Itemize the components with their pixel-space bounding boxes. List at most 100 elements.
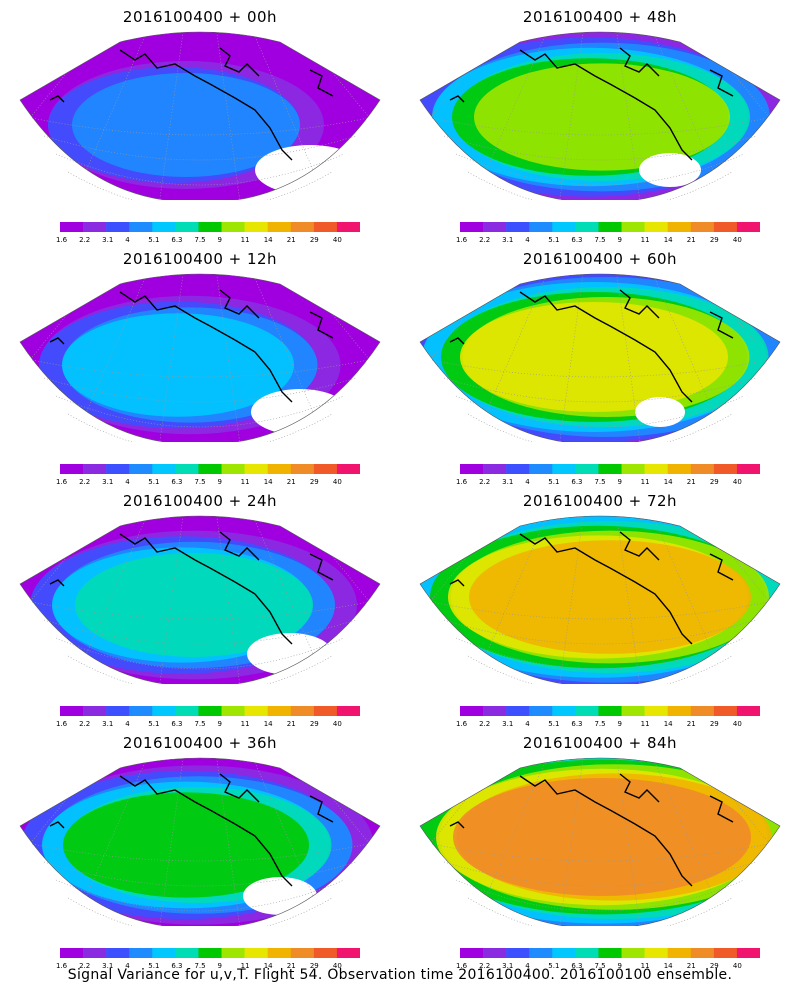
colorbar-label: 3.1 bbox=[102, 236, 114, 244]
colorbar-label: 4 bbox=[525, 236, 530, 244]
variance-field bbox=[20, 32, 380, 200]
colorbar-label: 2.2 bbox=[79, 236, 91, 244]
colorbar-swatch bbox=[290, 948, 315, 958]
colorbar-swatch bbox=[644, 948, 668, 958]
colorbar-swatch bbox=[736, 222, 760, 232]
colorbar-swatch bbox=[460, 706, 484, 716]
colorbar-label: 3.1 bbox=[102, 478, 114, 486]
colorbar-swatch bbox=[60, 222, 84, 232]
colorbar-label: 4 bbox=[125, 720, 130, 728]
colorbar-label: 4 bbox=[125, 478, 130, 486]
panel-title: 2016100400 + 36h bbox=[122, 734, 278, 752]
colorbar-label: 9 bbox=[217, 236, 222, 244]
colorbar-label: 14 bbox=[663, 962, 673, 970]
colorbar-label: 2.2 bbox=[479, 720, 491, 728]
colorbar-swatch bbox=[313, 706, 338, 716]
colorbar-label: 6.3 bbox=[171, 236, 183, 244]
colorbar-label: 21 bbox=[286, 236, 296, 244]
colorbar-label: 7.5 bbox=[594, 236, 606, 244]
colorbar-swatch bbox=[713, 222, 738, 232]
colorbar-label: 40 bbox=[332, 236, 342, 244]
colorbar-swatch bbox=[60, 948, 84, 958]
colorbar-swatch bbox=[690, 706, 715, 716]
colorbar-label: 7.5 bbox=[594, 962, 606, 970]
colorbar-swatch bbox=[713, 706, 738, 716]
colorbar-swatch bbox=[221, 706, 245, 716]
colorbar-label: 6.3 bbox=[571, 962, 583, 970]
colorbar-swatch bbox=[244, 464, 268, 474]
colorbar-label: 1.6 bbox=[456, 720, 468, 728]
colorbar-label: 29 bbox=[309, 478, 319, 486]
colorbar-swatch bbox=[198, 464, 222, 474]
colorbar-label: 40 bbox=[732, 962, 742, 970]
colorbar-swatch bbox=[175, 706, 199, 716]
colorbar-label: 3.1 bbox=[102, 962, 114, 970]
colorbar-label: 40 bbox=[732, 720, 742, 728]
coastline bbox=[449, 531, 734, 645]
colorbar-label: 6.3 bbox=[571, 720, 583, 728]
colorbar bbox=[460, 222, 760, 232]
colorbar bbox=[60, 706, 360, 716]
colorbar-swatch bbox=[552, 222, 576, 232]
colorbar-label: 21 bbox=[686, 478, 696, 486]
colorbar-label: 7.5 bbox=[194, 236, 206, 244]
colorbar-label: 40 bbox=[332, 962, 342, 970]
colorbar-label: 29 bbox=[709, 478, 719, 486]
colorbar-label: 4 bbox=[525, 720, 530, 728]
colorbar-swatch bbox=[667, 222, 692, 232]
variance-field bbox=[20, 274, 380, 442]
colorbar-swatch bbox=[106, 948, 130, 958]
colorbar-label: 21 bbox=[286, 478, 296, 486]
colorbar-label: 6.3 bbox=[171, 720, 183, 728]
colorbar-swatch bbox=[736, 948, 760, 958]
colorbar-swatch bbox=[60, 706, 84, 716]
coastline bbox=[449, 289, 734, 403]
colorbar-label: 9 bbox=[217, 962, 222, 970]
coastline bbox=[49, 773, 334, 887]
colorbar-label: 11 bbox=[240, 478, 250, 486]
colorbar-swatch bbox=[152, 948, 176, 958]
colorbar-swatch bbox=[221, 948, 245, 958]
colorbar-label: 21 bbox=[686, 236, 696, 244]
variance-map bbox=[419, 515, 781, 684]
map-panel: 2016100400 + 84h 1.6 2.2 3.1 4 5.1 6.3 7.5 9 11 14… bbox=[400, 726, 800, 970]
colorbar-swatch bbox=[336, 948, 360, 958]
colorbar-swatch bbox=[483, 948, 507, 958]
colorbar-labels: 1.6 2.2 3.1 4 5.1 6.3 7.5 9 11 14 21 29 40 bbox=[454, 236, 774, 246]
colorbar-swatch bbox=[244, 222, 268, 232]
colorbar-label: 14 bbox=[263, 720, 273, 728]
map-panel: 2016100400 + 00h 1.6 2.2 3.1 4 5.1 6.3 7.5 9 11 14… bbox=[0, 0, 400, 244]
variance-field bbox=[420, 516, 780, 684]
colorbar-label: 1.6 bbox=[56, 962, 68, 970]
colorbar-label: 7.5 bbox=[194, 478, 206, 486]
colorbar-label: 6.3 bbox=[171, 962, 183, 970]
colorbar-label: 29 bbox=[709, 720, 719, 728]
colorbar-label: 4 bbox=[525, 478, 530, 486]
colorbar-swatch bbox=[621, 464, 645, 474]
map-panel: 2016100400 + 48h 1.6 2.2 3.1 4 5.1 6.3 7.5 9 11 14… bbox=[400, 0, 800, 244]
coastline bbox=[449, 47, 734, 161]
colorbar-swatch bbox=[598, 706, 622, 716]
colorbar-swatch bbox=[552, 706, 576, 716]
colorbar-label: 7.5 bbox=[594, 720, 606, 728]
colorbar-labels: 1.6 2.2 3.1 4 5.1 6.3 7.5 9 11 14 21 29 40 bbox=[454, 478, 774, 488]
colorbar-label: 29 bbox=[709, 962, 719, 970]
colorbar-swatch bbox=[552, 948, 576, 958]
panel-title: 2016100400 + 84h bbox=[522, 734, 678, 752]
colorbar-swatch bbox=[690, 948, 715, 958]
colorbar-label: 2.2 bbox=[479, 478, 491, 486]
colorbar-swatch bbox=[575, 464, 599, 474]
map-panel: 2016100400 + 24h 1.6 2.2 3.1 4 5.1 6.3 7.5 9 11 14… bbox=[0, 484, 400, 728]
colorbar-label: 2.2 bbox=[479, 236, 491, 244]
colorbar-swatch bbox=[198, 948, 222, 958]
colorbar-label: 9 bbox=[617, 720, 622, 728]
colorbar bbox=[60, 948, 360, 958]
colorbar-swatch bbox=[483, 464, 507, 474]
colorbar-label: 9 bbox=[217, 478, 222, 486]
colorbar-swatch bbox=[313, 464, 338, 474]
colorbar-swatch bbox=[644, 706, 668, 716]
colorbar-swatch bbox=[460, 222, 484, 232]
colorbar-labels: 1.6 2.2 3.1 4 5.1 6.3 7.5 9 11 14 21 29 40 bbox=[54, 236, 374, 246]
colorbar-swatch bbox=[690, 464, 715, 474]
colorbar-label: 11 bbox=[640, 478, 650, 486]
